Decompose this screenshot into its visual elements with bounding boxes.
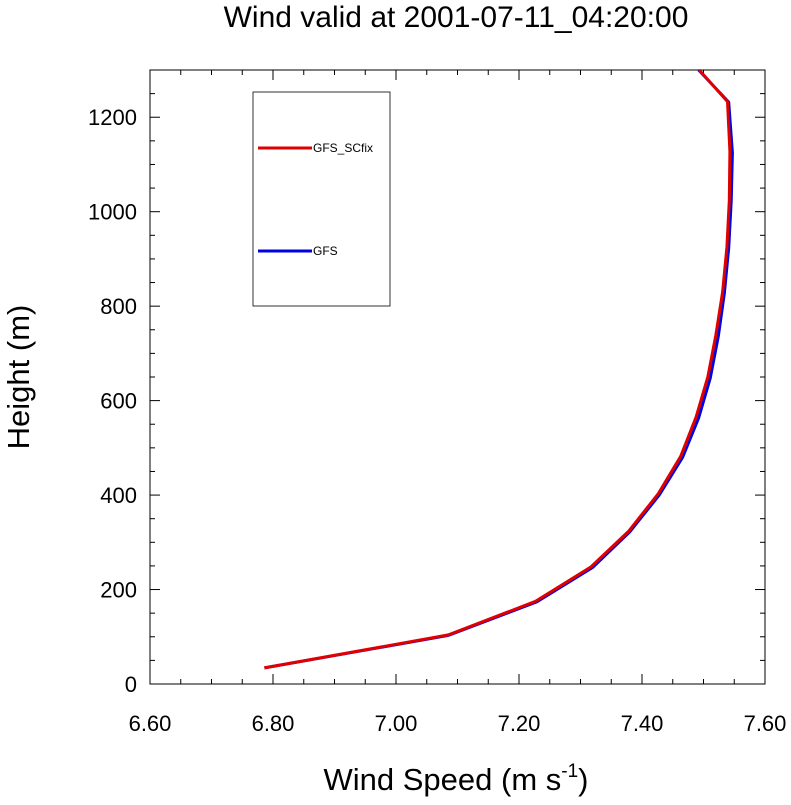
x-tick-label: 7.60 <box>744 711 787 736</box>
legend-box <box>252 91 391 307</box>
legend-label-gfs-scfix: GFS_SCfix <box>313 141 373 155</box>
legend-label-gfs: GFS <box>313 244 338 258</box>
plot-frame <box>149 69 766 685</box>
y-tick-label: 1000 <box>88 200 137 225</box>
x-axis-label: Wind Speed (m s-1) <box>324 761 589 797</box>
y-axis-label: Height (m) <box>1 305 36 450</box>
x-tick-label: 7.40 <box>621 711 664 736</box>
y-tick-label: 1200 <box>88 105 137 130</box>
y-tick-label: 600 <box>100 389 137 414</box>
y-tick-label: 800 <box>100 294 137 319</box>
chart-title: Wind valid at 2001-07-11_04:20:00 <box>224 1 689 34</box>
x-tick-label: 6.80 <box>252 711 295 736</box>
x-tick-label: 7.00 <box>375 711 418 736</box>
y-tick-label: 200 <box>100 578 137 603</box>
y-tick-label: 400 <box>100 483 137 508</box>
y-tick-label: 0 <box>125 672 137 697</box>
series-line-gfs-scfix <box>264 68 732 670</box>
x-tick-label: 7.20 <box>498 711 541 736</box>
legend: GFS_SCfix GFS <box>252 91 391 307</box>
x-tick-label: 6.60 <box>129 711 172 736</box>
